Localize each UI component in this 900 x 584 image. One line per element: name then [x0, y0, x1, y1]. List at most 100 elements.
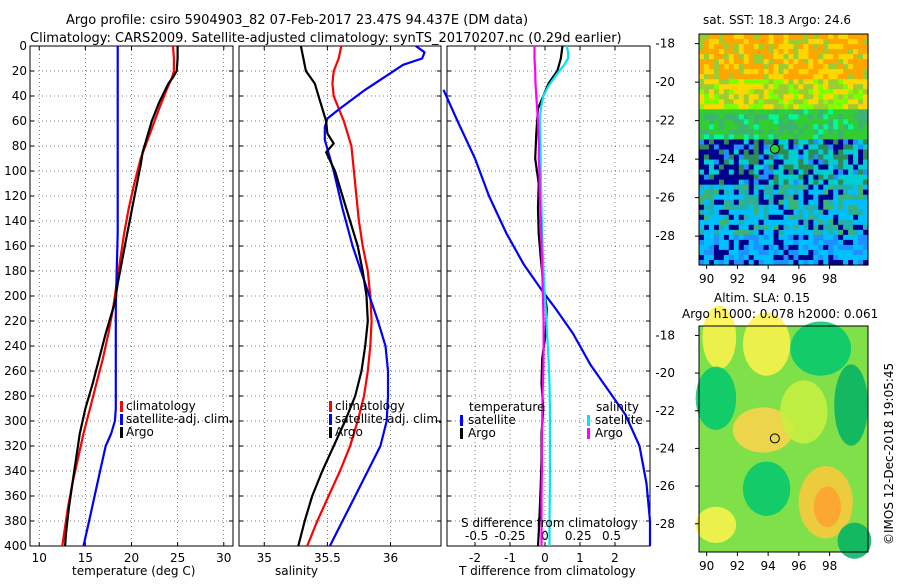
sst-cell — [699, 109, 705, 115]
sst-cell — [828, 199, 834, 206]
sst-cell — [738, 124, 745, 131]
sst-cell — [843, 179, 849, 186]
sst-cell — [803, 194, 809, 201]
sst-cell — [699, 134, 705, 141]
sst-cell — [788, 59, 795, 65]
sst-cell — [848, 244, 854, 251]
sst-cell — [798, 69, 804, 75]
sst-cell — [848, 159, 854, 166]
sst-cell — [818, 239, 824, 246]
sst-cell — [793, 219, 800, 226]
sst-cell — [848, 224, 854, 231]
sst-cell — [823, 114, 829, 120]
sst-cell — [748, 169, 755, 176]
sst-cell — [783, 214, 790, 221]
sst-cell — [748, 239, 755, 246]
sst-cell — [803, 164, 809, 171]
sst-cell — [843, 134, 849, 141]
sst-cell — [793, 184, 800, 191]
x-tick-label: 92 — [730, 559, 745, 573]
sst-cell — [833, 239, 839, 246]
sst-cell — [848, 184, 854, 191]
sst-cell — [763, 144, 770, 151]
sst-cell — [718, 39, 725, 45]
difference-xlabel-top: S difference from climatology — [461, 516, 638, 530]
sst-cell — [793, 69, 800, 75]
sst-cell — [773, 109, 780, 115]
sst-cell — [758, 69, 765, 75]
sst-cell — [713, 194, 720, 201]
sst-cell — [708, 44, 715, 50]
sst-cell — [833, 94, 839, 100]
sst-cell — [863, 104, 869, 110]
sst-cell — [763, 139, 770, 146]
sst-cell — [763, 234, 770, 241]
sst-cell — [798, 244, 804, 251]
sst-cell — [808, 149, 814, 156]
sst-cell — [833, 64, 839, 70]
sst-cell — [738, 74, 745, 80]
sst-cell — [748, 49, 755, 55]
sst-cell — [723, 239, 730, 246]
sst-cell — [753, 109, 760, 115]
sst-cell — [858, 229, 864, 236]
sla-blob — [702, 305, 737, 369]
sst-cell — [723, 209, 730, 216]
y-tick-label: 300 — [4, 414, 27, 428]
sst-cell — [773, 114, 780, 120]
sst-cell — [798, 209, 804, 216]
sst-cell — [703, 74, 710, 80]
sst-cell — [823, 189, 829, 196]
sst-cell — [793, 164, 800, 171]
sst-cell — [713, 104, 720, 110]
sst-cell — [788, 39, 795, 45]
sst-cell — [763, 149, 770, 156]
sst-cell — [843, 204, 849, 211]
sst-cell — [828, 144, 834, 151]
sst-cell — [699, 44, 705, 50]
sst-cell — [803, 49, 809, 55]
sst-cell — [833, 169, 839, 176]
sst-cell — [858, 129, 864, 136]
sst-cell — [773, 174, 780, 181]
sla-blob — [837, 522, 872, 559]
x-tick-label: 90 — [699, 272, 714, 286]
sst-cell — [733, 84, 740, 90]
sst-cell — [858, 254, 864, 261]
sst-cell — [733, 69, 740, 75]
sst-cell — [753, 64, 760, 70]
sst-cell — [818, 169, 824, 176]
sst-cell — [788, 154, 795, 161]
sst-cell — [783, 219, 790, 226]
sst-cell — [733, 139, 740, 146]
sst-cell — [703, 159, 710, 166]
map-frame — [698, 325, 869, 553]
sst-cell — [788, 104, 795, 110]
sst-cell — [753, 214, 760, 221]
sst-cell — [728, 104, 735, 110]
sst-cell — [738, 179, 745, 186]
sst-cell — [758, 244, 765, 251]
sst-cell — [818, 69, 824, 75]
sst-cell — [738, 99, 745, 105]
sst-cell — [858, 89, 864, 95]
sst-cell — [853, 49, 859, 55]
sst-cell — [813, 79, 819, 85]
sst-cell — [793, 129, 800, 136]
sst-cell — [753, 179, 760, 186]
sst-cell — [783, 184, 790, 191]
sst-cell — [788, 84, 795, 90]
sst-cell — [708, 169, 715, 176]
sst-cell — [863, 134, 869, 141]
sst-cell — [708, 219, 715, 226]
sst-cell — [778, 154, 785, 161]
sst-cell — [738, 69, 745, 75]
sst-cell — [733, 234, 740, 241]
sst-cell — [763, 104, 770, 110]
sla-blob — [742, 461, 791, 516]
sst-cell — [788, 199, 795, 206]
sst-cell — [713, 179, 720, 186]
sst-cell — [699, 129, 705, 136]
sst-cell — [823, 69, 829, 75]
sst-cell — [803, 184, 809, 191]
